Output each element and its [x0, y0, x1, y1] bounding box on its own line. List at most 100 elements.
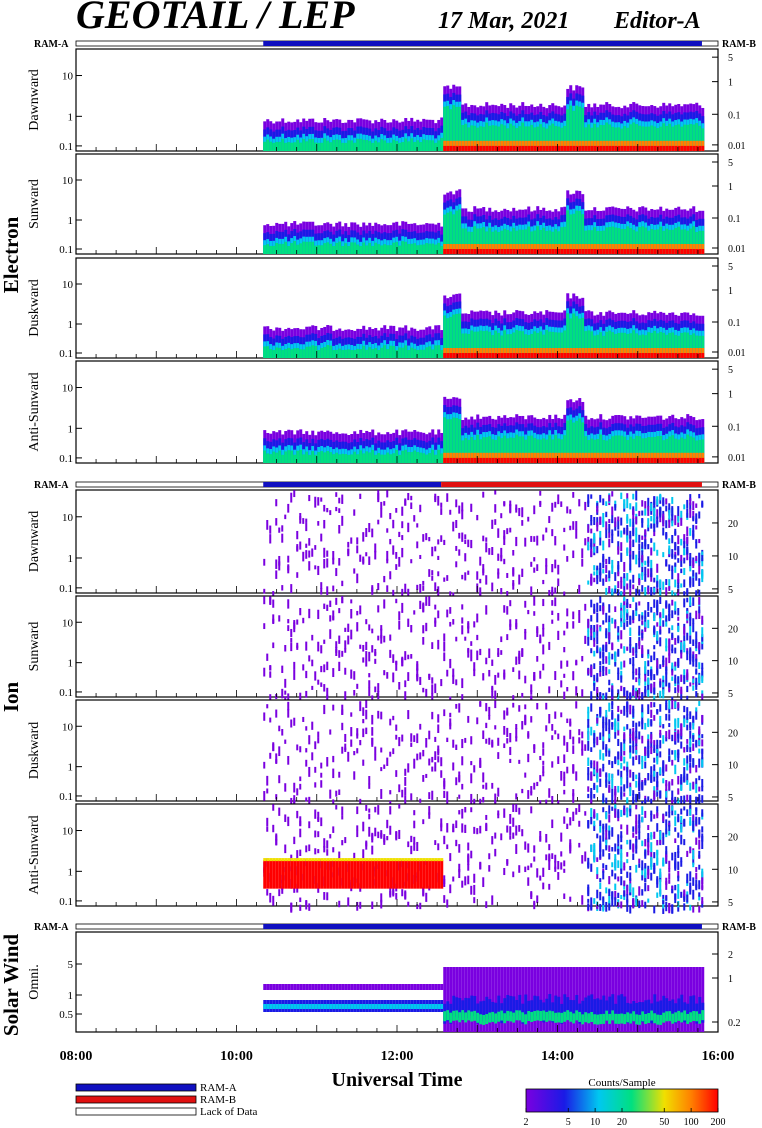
spectrogram-cell: [695, 518, 698, 525]
spectrogram-cell: [599, 537, 602, 546]
spectrogram-cell: [671, 632, 674, 639]
spectrogram-cell: [692, 510, 695, 520]
spectrogram-cell: [581, 249, 585, 254]
spectrogram-cell: [623, 596, 626, 602]
spectrogram-cell: [359, 454, 363, 463]
spectrogram-cell: [641, 500, 644, 507]
spectrogram-cell: [650, 457, 654, 463]
spectrogram-cell: [398, 556, 401, 567]
spectrogram-cell: [650, 332, 654, 358]
spectrogram-cell: [314, 246, 318, 254]
spectrogram-cell: [551, 529, 554, 537]
spectrogram-cell: [656, 622, 659, 627]
spectrogram-cell: [518, 574, 521, 585]
spectrogram-cell: [287, 142, 291, 151]
spectrogram-cell: [518, 507, 521, 517]
spectrogram-cell: [677, 145, 681, 151]
spectrogram-cell: [503, 353, 507, 358]
spectrogram-cell: [485, 231, 489, 254]
spectrogram-cell: [581, 317, 585, 358]
spectrogram-cell: [293, 246, 297, 254]
spectrogram-cell: [497, 528, 500, 538]
spectrogram-cell: [620, 670, 623, 679]
spectrogram-cell: [635, 651, 638, 658]
spectrogram-cell: [428, 537, 431, 542]
spectrogram-cell: [584, 127, 588, 151]
spectrogram-cell: [518, 229, 522, 254]
spectrogram-cell: [464, 540, 467, 545]
spectrogram-cell: [533, 567, 536, 573]
spectrogram-cell: [491, 659, 494, 666]
spectrogram-cell: [674, 541, 677, 551]
spectrogram-cell: [671, 249, 675, 254]
spectrogram-cell: [452, 214, 456, 254]
spectrogram-cell: [626, 602, 629, 609]
spectrogram-cell: [545, 230, 549, 254]
spectrogram-cell: [611, 457, 615, 463]
spectrogram-cell: [455, 106, 459, 151]
spectrogram-cell: [410, 654, 413, 659]
spectrogram-cell: [611, 559, 614, 569]
spectrogram-cell: [617, 561, 620, 570]
spectrogram-cell: [623, 527, 626, 534]
spectrogram-cell: [551, 231, 555, 254]
spectrogram-cell: [536, 332, 540, 358]
spectrogram-cell: [659, 681, 662, 688]
spectrogram-cell: [614, 651, 617, 661]
spectrogram-cell: [578, 106, 582, 151]
spectrogram-cell: [683, 579, 686, 588]
spectrogram-cell: [683, 626, 686, 636]
spectrogram-cell: [455, 210, 459, 254]
spectrogram-cell: [500, 230, 504, 254]
spectrogram-cell: [455, 636, 458, 642]
left-y-tick-label: 0.1: [59, 141, 73, 153]
spectrogram-cell: [509, 504, 512, 513]
spectrogram-cell: [326, 586, 329, 596]
spectrogram-cell: [587, 330, 591, 358]
spectrogram-cell: [635, 123, 639, 151]
spectrogram-cell: [548, 516, 551, 524]
spectrogram-cell: [332, 615, 335, 621]
spectrogram-cell: [623, 687, 626, 696]
spectrogram-cell: [335, 646, 338, 653]
spectrogram-cell: [674, 579, 677, 588]
spectrogram-cell: [674, 674, 677, 684]
spectrogram-cell: [389, 649, 392, 658]
spectrogram-cell: [371, 628, 374, 634]
spectrogram-cell: [608, 615, 611, 623]
spectrogram-cell: [332, 557, 335, 565]
spectrogram-cell: [608, 586, 611, 594]
spectrogram-cell: [488, 331, 492, 358]
spectrogram-cell: [581, 214, 585, 254]
spectrogram-cell: [683, 538, 686, 544]
spectrogram-cell: [500, 547, 503, 558]
spectrogram-cell: [695, 145, 699, 151]
spectrogram-cell: [626, 127, 630, 151]
spectrogram-cell: [287, 599, 290, 609]
spectrogram-cell: [662, 353, 666, 358]
spectrogram-cell: [482, 673, 485, 681]
spectrogram-cell: [665, 520, 668, 529]
spectrogram-cell: [677, 335, 681, 358]
spectrogram-cell: [329, 246, 333, 254]
spectrogram-cell: [665, 505, 668, 512]
spectrogram-cell: [650, 587, 653, 596]
spectrogram-cell: [419, 583, 422, 593]
spectrogram-cell: [611, 226, 615, 254]
spectrogram-cell: [392, 545, 395, 555]
spectrogram-cell: [518, 457, 522, 463]
spectrogram-cell: [518, 657, 521, 665]
spectrogram-cell: [605, 628, 608, 639]
spectrogram-cell: [566, 145, 570, 151]
spectrogram-cell: [452, 417, 456, 463]
spectrogram-cell: [641, 438, 645, 463]
spectrogram-cell: [488, 669, 491, 677]
spectrogram-cell: [332, 668, 335, 678]
spectrogram-cell: [692, 145, 696, 151]
spectrogram-cell: [638, 601, 641, 606]
spectrogram-cell: [674, 662, 677, 671]
spectrogram-cell: [659, 507, 662, 515]
spectrogram-cell: [641, 510, 644, 516]
